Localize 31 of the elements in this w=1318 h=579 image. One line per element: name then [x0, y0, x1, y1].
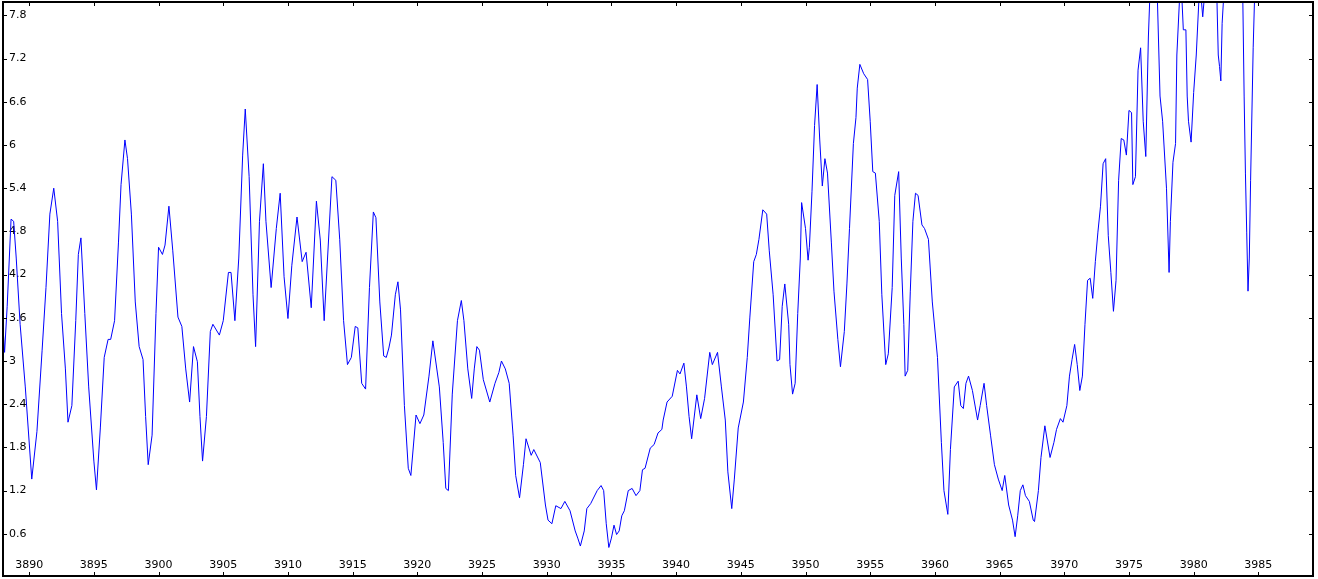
y-tick-label: 1.8	[9, 440, 27, 454]
y-tick-label: 6.6	[9, 94, 27, 108]
x-tick-label: 3895	[79, 558, 108, 572]
y-tick-label: 5.4	[9, 181, 27, 195]
x-tick-label: 3920	[403, 558, 432, 572]
x-tick-label: 3945	[726, 558, 755, 572]
x-tick-label: 3975	[1114, 558, 1143, 572]
x-tick-label: 3890	[15, 558, 44, 572]
x-tick-label: 3970	[1050, 558, 1079, 572]
x-tick-label: 3915	[338, 558, 367, 572]
x-tick-label: 3925	[468, 558, 497, 572]
x-tick-label: 3950	[791, 558, 820, 572]
y-tick-label: 2.4	[9, 397, 27, 411]
x-tick-label: 3955	[856, 558, 885, 572]
x-tick-label: 3910	[273, 558, 302, 572]
x-tick-label: 3985	[1244, 558, 1273, 572]
y-tick-label: 4.2	[9, 267, 27, 281]
y-tick-label: 7.8	[9, 8, 27, 22]
x-tick-label: 3980	[1179, 558, 1208, 572]
x-tick-label: 3960	[920, 558, 949, 572]
y-tick-label: 0.6	[9, 526, 27, 540]
x-tick-label: 3965	[985, 558, 1014, 572]
x-tick-label: 3935	[597, 558, 626, 572]
y-tick-label: 3	[9, 353, 16, 367]
x-tick-label: 3930	[532, 558, 561, 572]
x-tick-label: 3905	[209, 558, 238, 572]
x-tick-label: 3940	[662, 558, 691, 572]
y-tick-label: 1.2	[9, 483, 27, 497]
y-tick-label: 6	[9, 137, 16, 151]
x-tick-label: 3900	[144, 558, 173, 572]
y-tick-label: 7.2	[9, 51, 27, 65]
